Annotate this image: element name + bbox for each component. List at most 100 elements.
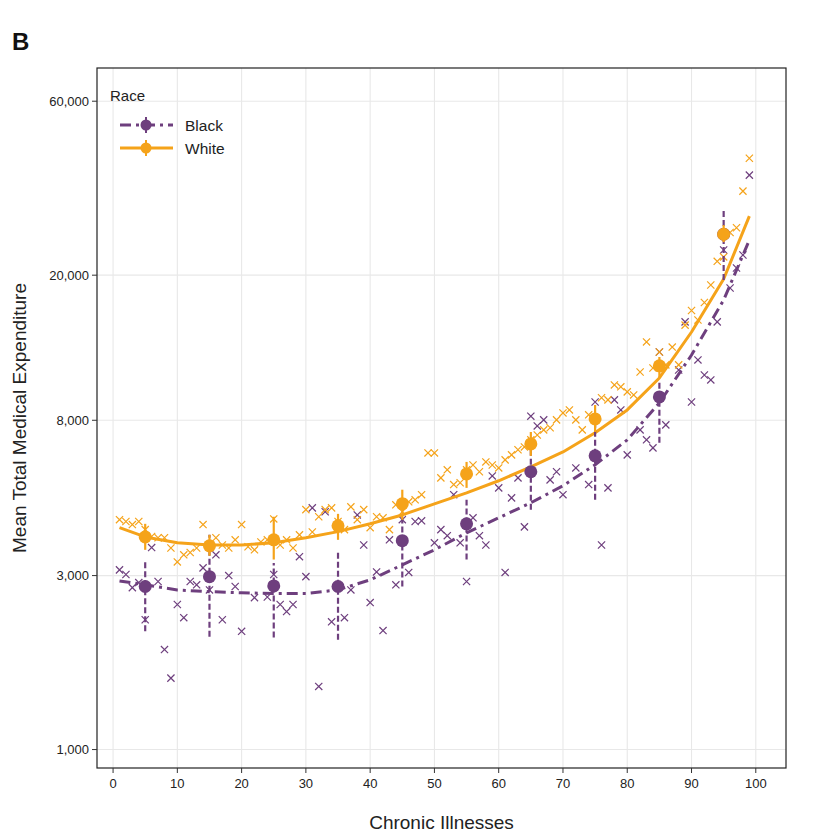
grid-line — [97, 275, 786, 276]
scatter-point — [688, 398, 695, 405]
scatter-point — [238, 628, 245, 635]
tick — [498, 768, 499, 773]
scatter-point — [328, 618, 335, 625]
scatter-point — [643, 338, 650, 345]
scatter-point — [161, 646, 168, 653]
scatter-point — [559, 491, 566, 498]
mean-point — [139, 580, 152, 593]
chart: 01020304050607080901001,0003,0008,00020,… — [0, 0, 823, 838]
scatter-point — [649, 444, 656, 451]
tick — [755, 768, 756, 773]
grid-line — [498, 68, 499, 768]
scatter-point — [733, 224, 740, 231]
scatter-point — [572, 464, 579, 471]
scatter-point — [328, 504, 335, 511]
scatter-point — [412, 496, 419, 503]
error-bar — [658, 380, 660, 443]
scatter-point — [547, 476, 554, 483]
scatter-point — [341, 614, 348, 621]
tick-label: 10 — [170, 776, 184, 791]
scatter-point — [116, 566, 123, 573]
scatter-point — [354, 516, 361, 523]
scatter-point — [630, 391, 637, 398]
scatter-point — [707, 376, 714, 383]
scatter-point — [444, 466, 451, 473]
tick-label: 3,000 — [56, 568, 89, 583]
scatter-point — [437, 474, 444, 481]
scatter-point — [746, 172, 753, 179]
scatter-point — [129, 521, 136, 528]
scatter-point — [219, 616, 226, 623]
scatter-point — [180, 614, 187, 621]
scatter-point — [534, 431, 541, 438]
mean-point — [653, 359, 666, 372]
mean-point — [139, 530, 152, 543]
scatter-point — [624, 388, 631, 395]
scatter-point — [444, 532, 451, 539]
scatter-point — [598, 394, 605, 401]
scatter-point — [463, 578, 470, 585]
scatter-point — [508, 451, 515, 458]
scatter-point — [553, 468, 560, 475]
grid-line — [755, 68, 756, 768]
legend-marker — [141, 143, 152, 154]
mean-point — [332, 519, 345, 532]
scatter-point — [694, 356, 701, 363]
mean-point — [589, 412, 602, 425]
scatter-point — [367, 599, 374, 606]
scatter-point — [521, 523, 528, 530]
panel-label: B — [12, 28, 29, 55]
scatter-point — [360, 506, 367, 513]
error-bar — [723, 210, 725, 280]
grid-line — [627, 68, 628, 768]
tick-label: 60,000 — [49, 94, 89, 109]
scatter-point — [701, 371, 708, 378]
grid-line — [562, 68, 563, 768]
scatter-point — [489, 472, 496, 479]
scatter-point — [746, 155, 753, 162]
tick-label: 0 — [109, 776, 116, 791]
scatter-point — [514, 446, 521, 453]
scatter-point — [122, 571, 129, 578]
mean-point — [524, 465, 537, 478]
scatter-point — [469, 461, 476, 468]
scatter-point — [347, 503, 354, 510]
tick-label: 40 — [363, 776, 377, 791]
scatter-point — [688, 307, 695, 314]
tick — [92, 101, 97, 102]
fit-line — [120, 216, 750, 545]
scatter-point — [431, 449, 438, 456]
error-bar — [273, 563, 275, 638]
scatter-point — [373, 513, 380, 520]
tick — [177, 768, 178, 773]
mean-point — [589, 449, 602, 462]
scatter-point — [611, 396, 618, 403]
legend-label: Black — [185, 117, 223, 134]
tick — [113, 768, 114, 773]
scatter-point — [212, 551, 219, 558]
scatter-point — [148, 544, 155, 551]
scatter-point — [508, 494, 515, 501]
scatter-point — [572, 416, 579, 423]
scatter-point — [495, 484, 502, 491]
scatter-point — [418, 491, 425, 498]
scatter-point — [302, 506, 309, 513]
scatter-point — [527, 413, 534, 420]
scatter-point — [489, 461, 496, 468]
plot-frame — [97, 68, 786, 768]
mean-point — [267, 533, 280, 546]
scatter-point — [386, 536, 393, 543]
scatter-point — [199, 521, 206, 528]
scatter-point — [450, 481, 457, 488]
scatter-point — [283, 608, 290, 615]
scatter-point — [251, 546, 258, 553]
scatter-point — [180, 551, 187, 558]
scatter-point — [418, 517, 425, 524]
tick — [370, 768, 371, 773]
scatter-point — [547, 424, 554, 431]
mean-point — [460, 467, 473, 480]
scatter-point — [373, 568, 380, 575]
tick-label: 20,000 — [49, 268, 89, 283]
scatter-point — [457, 539, 464, 546]
tick — [92, 420, 97, 421]
